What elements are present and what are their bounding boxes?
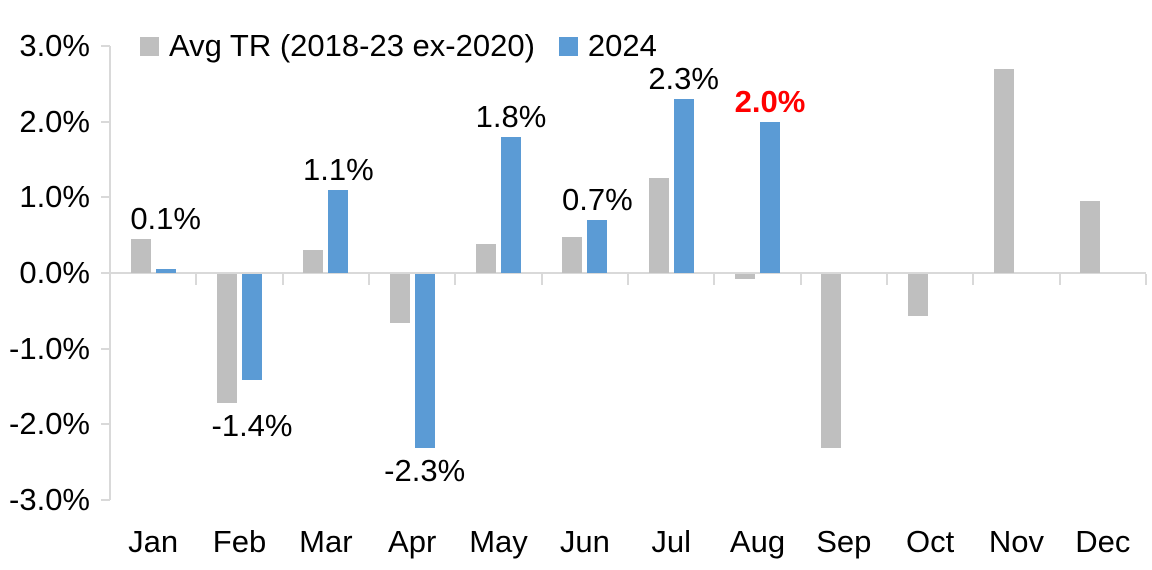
y-axis-tick [101,45,110,47]
x-axis-label-jul: Jul [651,524,691,559]
data-label-feb: -1.4% [211,407,293,443]
data-label-mar: 1.1% [302,151,374,187]
y-axis-tick [101,196,110,199]
bar-avg-tr-nov [994,68,1014,273]
legend-swatch-blue-icon [558,36,578,56]
x-axis-label-sep: Sep [816,524,872,559]
bar-avg-tr-oct [907,274,928,316]
x-axis-tick [713,274,716,285]
x-axis-label-apr: Apr [388,524,437,559]
x-axis-label-oct: Oct [906,524,955,559]
bar-avg-tr-jun [562,237,583,273]
x-axis-tick [109,274,111,285]
y-axis-label-0.0%: 0.0% [19,255,90,290]
bar-avg-tr-dec [1080,201,1101,273]
bar-2024-apr [414,274,435,449]
x-axis-label-aug: Aug [729,524,786,559]
bar-avg-tr-feb [217,274,237,403]
x-axis-tick [454,274,457,285]
x-axis-tick [1058,274,1061,285]
x-axis-label-jun: Jun [559,524,610,559]
y-axis-label--2.0%: -2.0% [9,406,90,442]
y-axis-label--1.0%: -1.0% [9,330,90,366]
x-axis-label-may: May [469,524,528,559]
y-axis-tick [101,120,110,123]
y-axis-label-3.0%: 3.0% [19,28,90,63]
y-axis-tick [101,272,110,274]
bar-avg-tr-jul [648,178,669,273]
x-axis-tick [368,274,370,285]
data-label-aug: 2.0% [734,83,806,119]
bar-avg-tr-apr [389,274,410,324]
x-axis-label-nov: Nov [988,524,1045,559]
legend-label-2024: 2024 [587,28,657,63]
x-axis-label-jan: Jan [128,524,179,559]
data-label-may: 1.8% [475,98,547,134]
bar-2024-jul [673,98,694,273]
y-axis-tick [101,347,110,350]
legend-item-avg-tr: Avg TR (2018-23 ex-2020) [140,28,535,64]
legend: Avg TR (2018-23 ex-2020) 2024 [140,28,657,64]
x-axis-label-dec: Dec [1075,524,1131,559]
y-axis-tick [101,499,110,501]
x-axis-tick [195,274,198,285]
y-axis-tick [101,423,110,426]
x-axis-tick [886,274,888,285]
bar-avg-tr-jan [130,238,151,273]
bar-avg-tr-mar [303,250,324,273]
bar-2024-aug [760,121,780,273]
x-axis-tick [627,274,629,285]
x-axis-label-feb: Feb [212,524,267,559]
x-axis-tick [281,274,284,285]
legend-label-avg-tr: Avg TR (2018-23 ex-2020) [169,28,535,63]
bar-2024-jun [587,220,608,273]
bar-2024-mar [328,189,349,273]
x-axis-label-mar: Mar [299,524,353,559]
x-axis-tick [1145,274,1147,285]
bar-2024-may [501,136,521,273]
bar-avg-tr-sep [821,274,842,449]
y-axis-label-2.0%: 2.0% [19,103,90,139]
data-label-jan: 0.1% [130,200,201,236]
bar-avg-tr-may [476,244,496,273]
bar-avg-tr-aug [735,274,755,279]
x-axis-tick [540,274,543,285]
x-axis-tick [799,274,802,285]
data-label-apr: -2.3% [384,453,466,489]
data-label-jun: 0.7% [561,182,633,218]
bar-2024-feb [242,274,262,380]
x-axis-zero-line [110,272,1146,274]
y-axis-label--3.0%: -3.0% [9,482,90,517]
x-axis-tick [972,274,975,285]
legend-item-2024: 2024 [558,28,657,64]
y-axis-label-1.0%: 1.0% [19,179,90,215]
bar-2024-jan [155,269,176,273]
data-label-jul: 2.3% [648,60,719,96]
legend-swatch-gray-icon [140,36,159,56]
